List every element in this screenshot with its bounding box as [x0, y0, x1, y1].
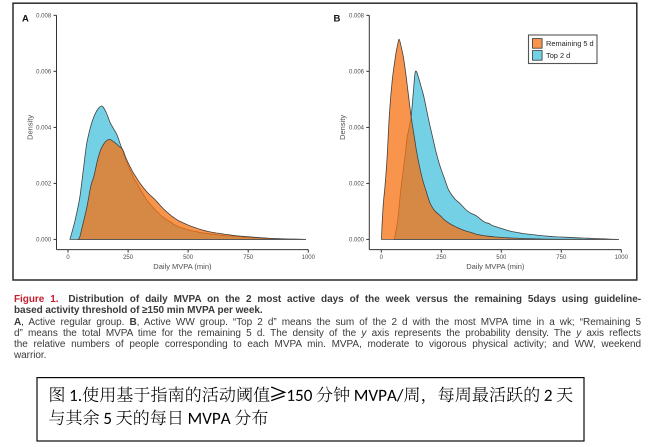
svg-text:0.008: 0.008 — [349, 14, 365, 20]
svg-text:Density: Density — [25, 115, 34, 140]
svg-text:A: A — [22, 14, 29, 25]
svg-text:0: 0 — [66, 255, 70, 261]
svg-text:250: 250 — [436, 255, 447, 261]
svg-text:250: 250 — [123, 255, 134, 261]
svg-text:750: 750 — [243, 255, 254, 261]
svg-text:0.002: 0.002 — [36, 182, 52, 188]
svg-text:Daily MVPA (min): Daily MVPA (min) — [153, 262, 212, 271]
svg-text:0.008: 0.008 — [36, 14, 52, 20]
svg-text:0.004: 0.004 — [349, 126, 365, 132]
svg-text:0.006: 0.006 — [349, 70, 365, 76]
svg-text:1000: 1000 — [615, 255, 629, 261]
svg-text:B: B — [334, 14, 341, 25]
svg-text:1000: 1000 — [302, 255, 316, 261]
svg-text:0: 0 — [380, 255, 384, 261]
svg-text:0.002: 0.002 — [349, 182, 365, 188]
svg-text:500: 500 — [496, 255, 507, 261]
svg-text:500: 500 — [183, 255, 194, 261]
svg-text:0.004: 0.004 — [36, 126, 52, 132]
svg-text:0.000: 0.000 — [349, 238, 365, 244]
svg-text:Density: Density — [338, 115, 347, 140]
svg-text:Top 2 d: Top 2 d — [546, 51, 570, 60]
svg-text:Daily MVPA (min): Daily MVPA (min) — [466, 262, 525, 271]
svg-text:Remaining 5 d: Remaining 5 d — [546, 39, 594, 48]
svg-text:0.006: 0.006 — [36, 70, 52, 76]
svg-text:0.000: 0.000 — [36, 238, 52, 244]
svg-text:750: 750 — [556, 255, 567, 261]
